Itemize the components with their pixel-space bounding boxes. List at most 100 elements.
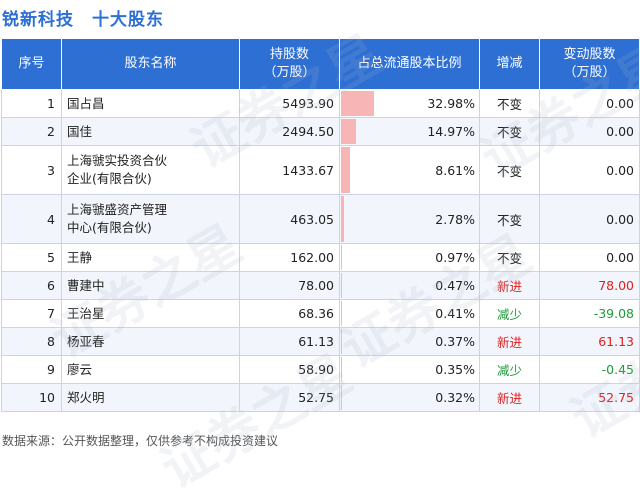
shareholder-name: 曹建中 [62,272,240,300]
change-amount: 0.00 [540,195,640,244]
shareholder-name: 王静 [62,244,240,272]
ratio-label: 2.78% [435,212,475,227]
shareholder-name-line: 国占昌 [67,95,234,113]
shareholder-name-line: 上海虢实投资合伙 [67,152,234,170]
ratio-cell: 32.98% [340,90,480,118]
change-amount: 52.75 [540,384,640,412]
shares-held: 1433.67 [240,146,340,195]
shareholder-name-line: 王静 [67,249,234,267]
shareholder-name-line: 企业(有限合伙) [67,170,234,188]
ratio-label: 14.97% [427,124,475,139]
ratio-label: 0.37% [435,334,475,349]
shares-held: 162.00 [240,244,340,272]
ratio-label: 8.61% [435,163,475,178]
company-name: 锐新科技 [2,5,74,30]
col-header-ratio: 占总流通股本比例 [340,39,480,90]
row-index: 3 [2,146,62,195]
row-index: 1 [2,90,62,118]
ratio-label: 0.35% [435,362,475,377]
shares-held: 52.75 [240,384,340,412]
change-type: 新进 [480,384,540,412]
change-amount: 78.00 [540,272,640,300]
shares-held: 2494.50 [240,118,340,146]
ratio-bar [341,147,350,193]
change-type: 减少 [480,300,540,328]
change-amount: 0.00 [540,118,640,146]
shareholder-name: 王治星 [62,300,240,328]
change-type: 不变 [480,118,540,146]
ratio-cell: 0.32% [340,384,480,412]
col-header-index: 序号 [2,39,62,90]
ratio-cell: 0.41% [340,300,480,328]
shareholder-name: 国佳 [62,118,240,146]
change-amount: 0.00 [540,90,640,118]
ratio-cell: 0.97% [340,244,480,272]
shareholder-name: 上海虢实投资合伙企业(有限合伙) [62,146,240,195]
shares-held: 58.90 [240,356,340,384]
ratio-cell: 0.47% [340,272,480,300]
shareholder-name-line: 郑火明 [67,389,234,407]
row-index: 4 [2,195,62,244]
shareholder-name-line: 曹建中 [67,277,234,295]
col-header-change-type: 增减 [480,39,540,90]
change-type: 不变 [480,146,540,195]
ratio-cell: 8.61% [340,146,480,195]
table-header-row: 序号 股东名称 持股数 （万股） 占总流通股本比例 增减 变动股数 （万股） [2,39,640,90]
shareholder-name-line: 杨亚春 [67,333,234,351]
ratio-bar [341,119,356,144]
change-amount: 0.00 [540,244,640,272]
ratio-cell: 2.78% [340,195,480,244]
shareholder-name-line: 上海虢盛资产管理 [67,201,234,219]
row-index: 8 [2,328,62,356]
ratio-label: 0.47% [435,278,475,293]
ratio-cell: 0.37% [340,328,480,356]
ratio-cell: 0.35% [340,356,480,384]
page-subtitle: 十大股东 [92,5,164,30]
shares-held: 78.00 [240,272,340,300]
change-type: 不变 [480,195,540,244]
row-index: 9 [2,356,62,384]
change-amount: -0.45 [540,356,640,384]
shares-held: 68.36 [240,300,340,328]
change-type: 不变 [480,90,540,118]
col-header-change-amount: 变动股数 （万股） [540,39,640,90]
page-title: 锐新科技 十大股东 [0,0,640,34]
change-amount: 61.13 [540,328,640,356]
shares-held: 61.13 [240,328,340,356]
shareholder-name-line: 廖云 [67,361,234,379]
row-index: 5 [2,244,62,272]
ratio-bar [341,245,342,270]
change-type: 不变 [480,244,540,272]
shareholder-name: 杨亚春 [62,328,240,356]
col-header-name: 股东名称 [62,39,240,90]
row-index: 6 [2,272,62,300]
shareholder-name-line: 国佳 [67,123,234,141]
change-amount: -39.08 [540,300,640,328]
change-type: 新进 [480,328,540,356]
change-amount: 0.00 [540,146,640,195]
ratio-bar [341,196,344,242]
row-index: 10 [2,384,62,412]
ratio-label: 0.32% [435,390,475,405]
col-header-shares: 持股数 （万股） [240,39,340,90]
change-type: 新进 [480,272,540,300]
ratio-bar [341,91,374,116]
ratio-cell: 14.97% [340,118,480,146]
ratio-label: 0.41% [435,306,475,321]
change-type: 减少 [480,356,540,384]
ratio-label: 0.97% [435,250,475,265]
shares-held: 5493.90 [240,90,340,118]
shares-held: 463.05 [240,195,340,244]
shareholder-name: 郑火明 [62,384,240,412]
shareholder-name-line: 王治星 [67,305,234,323]
